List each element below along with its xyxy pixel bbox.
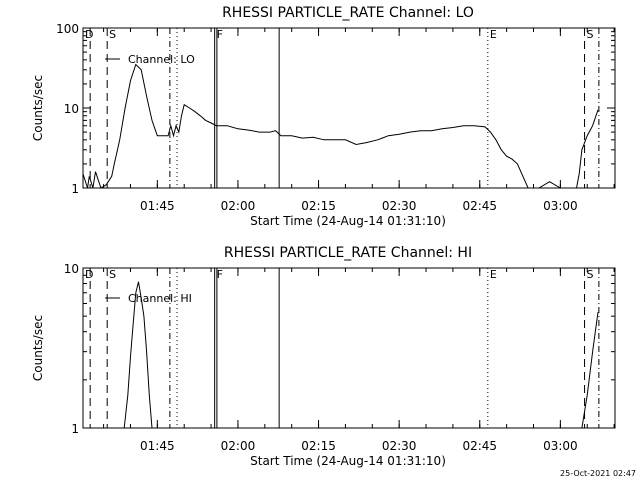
event-marker-label-0-5: F — [217, 28, 223, 41]
y-tick-label-0-1: 10 — [64, 102, 79, 116]
panel-hi-ylabel: Counts/sec — [31, 315, 45, 381]
panel-hi-xlabel: Start Time (24-Aug-14 01:31:10) — [250, 454, 446, 468]
panel-hi-ticks: 01:45 02:00 02:15 02:30 02:45 03:00 1 10 — [64, 262, 615, 453]
panel-hi-title: RHESSI PARTICLE_RATE Channel: HI — [224, 245, 472, 261]
panel-lo-legend-label: Channel: LO — [128, 53, 195, 66]
x-tick-label-0-5: 03:00 — [543, 199, 578, 213]
panel-hi: RHESSI PARTICLE_RATE Channel: HI Counts/… — [31, 245, 616, 468]
panel-hi-legend-label: Channel: HI — [128, 292, 192, 305]
event-marker-label-0-9: S — [587, 28, 594, 41]
event-marker-label-1-9: S — [587, 268, 594, 281]
series-line-1-0 — [123, 281, 153, 429]
y-tick-label-0-2: 100 — [56, 22, 79, 36]
x-tick-label-1-2: 02:15 — [301, 439, 336, 453]
y-tick-label-1-0: 1 — [71, 422, 79, 436]
panel-lo-series — [82, 63, 599, 189]
x-tick-label-1-4: 02:45 — [462, 439, 497, 453]
y-tick-label-0-0: 1 — [71, 182, 79, 196]
event-marker-label-1-2: S — [109, 268, 116, 281]
event-marker-label-0-2: S — [109, 28, 116, 41]
event-marker-label-1-0: D — [85, 268, 93, 281]
x-tick-label-0-3: 02:30 — [382, 199, 417, 213]
x-tick-label-0-1: 02:00 — [221, 199, 256, 213]
x-tick-label-1-0: 01:45 — [140, 439, 175, 453]
panel-lo: RHESSI PARTICLE_RATE Channel: LO Counts/… — [31, 5, 616, 228]
x-tick-label-0-2: 02:15 — [301, 199, 336, 213]
x-tick-label-0-0: 01:45 — [140, 199, 175, 213]
series-line-1-1 — [581, 312, 599, 429]
event-marker-label-0-8: E — [490, 28, 497, 41]
event-marker-label-0-0: D — [85, 28, 93, 41]
series-line-0-0 — [82, 63, 599, 189]
panel-lo-title: RHESSI PARTICLE_RATE Channel: LO — [222, 5, 474, 21]
event-marker-label-1-8: E — [490, 268, 497, 281]
footer-timestamp: 25-Oct-2021 02:47 — [560, 469, 636, 478]
x-tick-label-1-5: 03:00 — [543, 439, 578, 453]
panel-lo-ticks: 01:45 02:00 02:15 02:30 02:45 03:00 1 10 100 — [56, 22, 615, 213]
y-tick-label-1-1: 10 — [64, 262, 79, 276]
panel-hi-series — [123, 281, 599, 429]
panel-lo-xlabel: Start Time (24-Aug-14 01:31:10) — [250, 214, 446, 228]
event-marker-label-1-5: F — [217, 268, 223, 281]
x-tick-label-0-4: 02:45 — [462, 199, 497, 213]
panel-lo-ylabel: Counts/sec — [31, 75, 45, 141]
x-tick-label-1-3: 02:30 — [382, 439, 417, 453]
x-tick-label-1-1: 02:00 — [221, 439, 256, 453]
